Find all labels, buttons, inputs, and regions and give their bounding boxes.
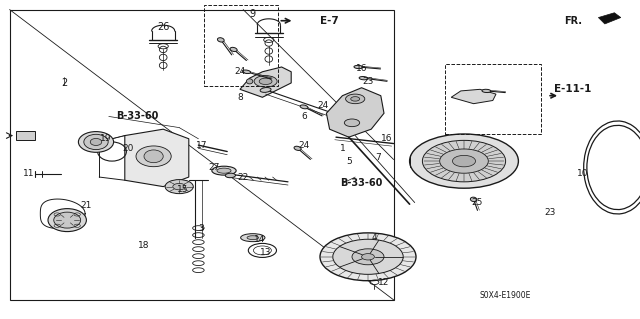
Text: 12: 12 <box>378 278 390 287</box>
Text: 23: 23 <box>545 208 556 217</box>
Ellipse shape <box>218 38 224 42</box>
Text: B-33-60: B-33-60 <box>340 178 383 189</box>
Text: 2: 2 <box>61 78 67 88</box>
Text: E-11-1: E-11-1 <box>554 84 591 94</box>
Polygon shape <box>125 129 189 187</box>
Ellipse shape <box>217 168 231 173</box>
Text: 23: 23 <box>362 77 374 86</box>
Polygon shape <box>598 13 621 24</box>
Circle shape <box>259 78 272 85</box>
Ellipse shape <box>48 209 86 232</box>
Polygon shape <box>16 131 35 140</box>
Text: FR.: FR. <box>564 16 582 26</box>
Bar <box>204 5 278 86</box>
Circle shape <box>351 97 360 101</box>
Text: 7: 7 <box>375 153 380 162</box>
Polygon shape <box>326 88 384 137</box>
Ellipse shape <box>260 87 271 93</box>
Polygon shape <box>240 67 291 97</box>
Circle shape <box>320 233 416 281</box>
Ellipse shape <box>241 234 265 242</box>
Text: 4: 4 <box>372 233 377 242</box>
Circle shape <box>173 183 186 190</box>
Circle shape <box>333 239 403 274</box>
Ellipse shape <box>84 134 108 150</box>
Text: 25: 25 <box>471 198 483 207</box>
Text: 3: 3 <box>199 224 204 233</box>
Polygon shape <box>451 89 496 104</box>
Text: 10: 10 <box>577 169 588 178</box>
Text: 8: 8 <box>237 93 243 102</box>
Text: 16: 16 <box>356 64 367 73</box>
Circle shape <box>440 149 488 173</box>
Text: 11: 11 <box>23 169 35 178</box>
Ellipse shape <box>79 131 114 152</box>
Ellipse shape <box>242 70 251 74</box>
Ellipse shape <box>136 146 172 167</box>
Text: 15: 15 <box>177 185 188 194</box>
Ellipse shape <box>144 150 163 163</box>
Circle shape <box>352 249 384 265</box>
Text: 18: 18 <box>138 241 150 250</box>
Text: E-7: E-7 <box>320 16 339 26</box>
Ellipse shape <box>294 146 301 151</box>
Text: 20: 20 <box>122 144 134 153</box>
Text: 5: 5 <box>346 157 351 166</box>
Ellipse shape <box>246 79 253 84</box>
Circle shape <box>165 180 193 194</box>
Ellipse shape <box>482 89 491 93</box>
Ellipse shape <box>225 173 236 178</box>
Text: 21: 21 <box>81 201 92 210</box>
Ellipse shape <box>90 138 102 145</box>
Ellipse shape <box>470 197 477 202</box>
Text: 19: 19 <box>100 134 111 143</box>
Ellipse shape <box>212 166 236 175</box>
Circle shape <box>362 254 374 260</box>
Text: 22: 22 <box>237 173 249 182</box>
Circle shape <box>254 76 277 87</box>
Text: 26: 26 <box>157 22 170 32</box>
Bar <box>445 64 541 134</box>
Text: 13: 13 <box>260 248 271 256</box>
Text: 9: 9 <box>250 9 256 19</box>
Circle shape <box>346 94 365 104</box>
Text: 24: 24 <box>298 141 310 150</box>
Circle shape <box>344 119 360 127</box>
Ellipse shape <box>230 47 237 52</box>
Ellipse shape <box>54 212 81 228</box>
Text: B-33-60: B-33-60 <box>116 111 159 122</box>
Circle shape <box>410 134 518 188</box>
Ellipse shape <box>300 105 308 109</box>
Circle shape <box>452 155 476 167</box>
Text: S0X4-E1900E: S0X4-E1900E <box>480 291 531 300</box>
Text: 17: 17 <box>196 141 207 150</box>
Ellipse shape <box>247 236 259 240</box>
Text: 1: 1 <box>340 144 345 153</box>
Text: 6: 6 <box>301 112 307 121</box>
Text: 24: 24 <box>317 101 329 110</box>
Text: 16: 16 <box>381 134 393 143</box>
Circle shape <box>422 140 506 182</box>
Ellipse shape <box>359 77 368 80</box>
Ellipse shape <box>354 65 363 69</box>
Text: 14: 14 <box>253 235 265 244</box>
Text: 27: 27 <box>209 163 220 172</box>
Text: 24: 24 <box>234 67 246 76</box>
